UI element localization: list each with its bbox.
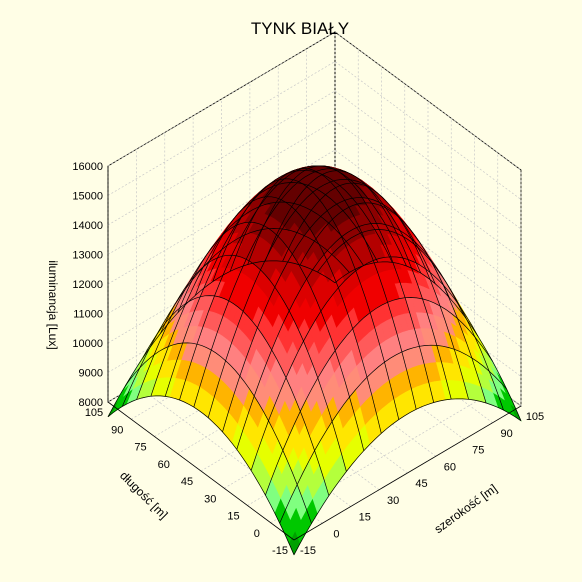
mesh-line [282,182,469,400]
x-tick-label: 15 [359,512,371,524]
mesh-line [265,297,493,496]
y-axis-label: długość [m] [117,469,170,522]
z-tick-label: 13000 [72,250,103,262]
mesh-line [317,229,504,411]
mesh-line [107,395,295,555]
mesh-line [160,254,347,472]
z-axis-label: iluminancja [Lux] [46,260,60,349]
x-tick-label: 90 [501,428,513,440]
mesh-line [107,260,336,417]
z-tick-label: 16000 [72,161,103,173]
x-tick-label: 45 [415,478,427,490]
x-tick-label: 105 [526,411,544,423]
mesh-line [136,201,364,400]
mesh-line [236,223,465,450]
x-axis-line [293,405,522,541]
z-tick-label: 11000 [73,309,103,321]
y-axis-line [107,401,295,541]
mesh-line [164,169,393,397]
y-tick-label: 60 [158,459,170,471]
mesh-line [194,196,382,434]
y-tick-label: 90 [111,424,123,436]
chart-title: TYNK BIAŁY [251,19,349,38]
mesh-line [279,344,507,524]
x-tick-label: -15 [300,545,316,557]
tick-labels: -150153045607590105-15015304560759010580… [72,161,544,557]
z-tick-label: 12000 [72,279,103,291]
z-tick-label: 9000 [79,368,103,380]
mesh-line [293,398,522,555]
z-gridline [107,31,522,171]
mesh-line [142,295,330,496]
x-tick-label: 60 [444,461,456,473]
y-tick-label: 15 [227,511,239,523]
mesh-line [299,202,487,404]
mesh-line [334,261,522,421]
y-tick-label: 75 [134,442,146,454]
mesh-line [229,168,417,410]
axes-frame [107,166,522,541]
mesh-line [264,170,452,400]
y-tick-label: -15 [272,545,288,557]
y-tick-label: 45 [181,476,193,488]
y-tick-label: 30 [204,493,216,505]
mesh-line [193,168,422,408]
y-tick-label: 0 [254,528,260,540]
mesh-line [121,228,350,407]
y-tick-label: 105 [85,407,103,419]
z-tick-label: 15000 [72,191,103,203]
mesh-line [125,342,312,524]
x-floor-gridline [136,384,323,524]
x-axis-label: szerokość [m] [432,481,500,536]
mesh-line [179,165,407,401]
x-tick-label: 75 [472,445,484,457]
mesh-line [150,182,379,397]
z-tick-label: 10000 [72,338,103,350]
surface-mesh [107,165,522,556]
x-tick-label: 30 [387,495,399,507]
z-tick-label: 8000 [79,397,103,409]
z-tick-label: 14000 [72,220,103,232]
x-tick-label: 0 [333,528,339,540]
